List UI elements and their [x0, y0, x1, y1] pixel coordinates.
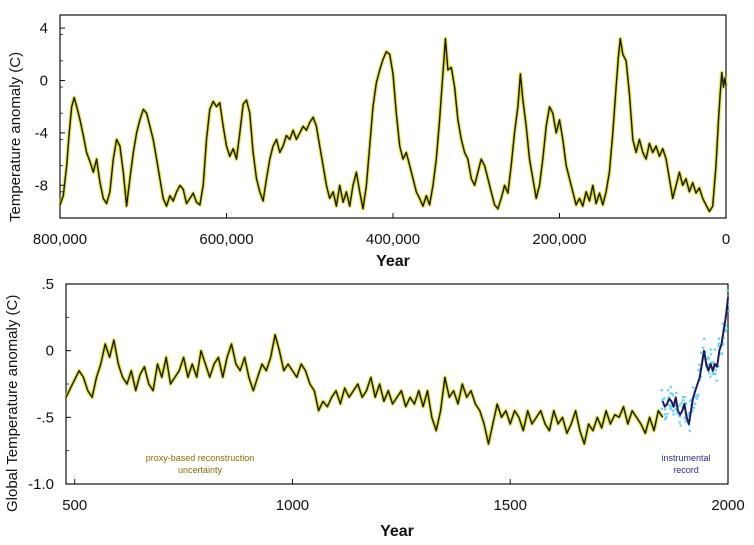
instrumental-point: [663, 408, 667, 411]
instrumental-point: [691, 386, 695, 389]
instrumental-point: [675, 391, 678, 395]
instrumental-point: [692, 406, 696, 410]
chart-glacial-cycles: 4 0 -4 -8 800,000 600,000 400,000 200,000 0 Tem…: [7, 14, 730, 270]
instrumental-line: [661, 297, 729, 425]
instrumental-point: [701, 346, 705, 350]
instrumental-point: [674, 408, 677, 411]
instrumental-point: [665, 415, 668, 419]
y-tick-label: 0: [40, 72, 48, 89]
y-tick-label: -1.0: [28, 476, 54, 493]
instrumental-point: [671, 394, 675, 397]
x-tick-label: 400,000: [366, 231, 420, 248]
instrumental-point: [725, 327, 728, 331]
instrumental-point: [715, 379, 718, 383]
instrumental-point: [660, 407, 664, 411]
x-tick-label: 2000: [711, 497, 744, 514]
instrumental-point: [713, 348, 717, 351]
instrumental-point: [721, 322, 724, 325]
instrumental-point: [717, 342, 720, 345]
instrumental-point: [669, 385, 672, 389]
x-tick-label: 500: [62, 497, 87, 514]
instrumental-point: [707, 371, 711, 375]
instrumental-point: [727, 309, 731, 313]
annotation-record: record: [673, 465, 699, 475]
instrumental-point: [717, 337, 721, 341]
annotation-instrumental: instrumental: [661, 453, 710, 463]
instrumental-point: [672, 413, 675, 416]
series-line: [65, 334, 664, 445]
instrumental-point: [725, 289, 729, 292]
instrumental-point: [671, 409, 675, 413]
x-tick-label: 200,000: [532, 231, 586, 248]
x-tick-label: 1000: [276, 497, 309, 514]
instrumental-point: [669, 392, 672, 395]
instrumental-point: [668, 403, 671, 407]
instrumental-point: [694, 402, 697, 406]
instrumental-point: [687, 411, 690, 415]
instrumental-point: [666, 412, 669, 416]
y-axis-label: Temperature anomaly (C): [7, 52, 24, 222]
y-tick-label: 4: [40, 20, 48, 37]
instrumental-point: [675, 411, 679, 415]
x-tick-label: 600,000: [199, 231, 253, 248]
y-tick-label: .5: [41, 276, 54, 293]
instrumental-point: [714, 368, 718, 372]
x-tick-label: 1500: [494, 497, 527, 514]
y-tick-label: -8: [35, 177, 48, 194]
instrumental-point: [709, 375, 712, 378]
instrumental-point: [683, 395, 687, 399]
instrumental-point: [678, 415, 682, 418]
chart-millennial-temperature: .5 0 -.5 -1.0 500 1000 1500 2000 proxy-based r…: [4, 276, 745, 540]
series-line: [59, 37, 727, 213]
instrumental-point: [696, 394, 699, 397]
instrumental-point: [666, 388, 670, 392]
instrumental-point: [670, 407, 673, 411]
instrumental-point: [678, 403, 682, 407]
x-tick-label: 0: [722, 231, 730, 248]
instrumental-point: [683, 416, 686, 420]
x-axis-label: Year: [380, 523, 414, 540]
y-axis-label: Global Temperature anomaly (C): [4, 295, 21, 512]
instrumental-point: [681, 398, 685, 402]
y-tick-label: -.5: [36, 409, 54, 426]
instrumental-point: [707, 363, 710, 367]
instrumental-point: [695, 397, 699, 400]
instrumental-point: [724, 329, 727, 333]
x-axis-label: Year: [376, 253, 410, 270]
instrumental-point: [709, 353, 713, 356]
instrumental-point: [709, 348, 712, 351]
instrumental-point: [689, 399, 692, 403]
instrumental-point: [663, 417, 667, 421]
instrumental-point: [702, 337, 706, 341]
instrumental-point: [707, 357, 711, 360]
instrumental-point: [678, 421, 681, 424]
instrumental-point: [698, 363, 701, 367]
annotation-proxy: proxy-based reconstruction: [146, 453, 255, 463]
y-tick-label: -4: [35, 125, 48, 142]
instrumental-point: [722, 343, 725, 346]
instrumental-point: [717, 344, 720, 348]
instrumental-point: [714, 372, 717, 376]
instrumental-point: [663, 413, 667, 416]
instrumental-point: [711, 371, 715, 374]
instrumental-point: [680, 401, 684, 405]
plot-frame: [65, 283, 729, 485]
instrumental-point: [663, 397, 666, 400]
instrumental-point: [688, 429, 691, 433]
y-tick-label: 0: [46, 343, 54, 360]
instrumental-point: [699, 351, 703, 355]
instrumental-point: [679, 424, 682, 427]
x-tick-label: 800,000: [33, 231, 87, 248]
annotation-uncertainty: uncertainty: [178, 465, 223, 475]
instrumental-point: [660, 388, 664, 392]
instrumental-point: [684, 420, 687, 423]
